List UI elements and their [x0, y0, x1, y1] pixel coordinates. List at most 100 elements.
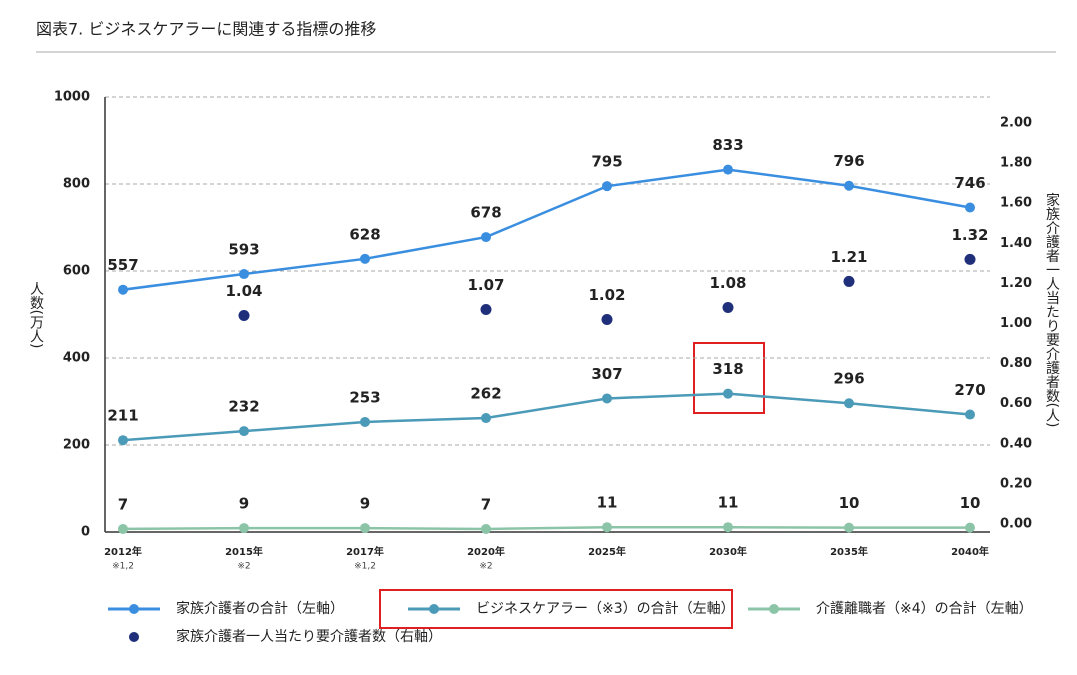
data-point — [965, 202, 975, 213]
data-point — [844, 398, 854, 409]
y2-tick-label: 1.40 — [1000, 236, 1032, 251]
legend-swatch — [129, 604, 139, 614]
data-label: 232 — [228, 398, 259, 416]
data-point — [239, 269, 249, 280]
legend-label: ビジネスケアラー（※3）の合計（左軸） — [476, 601, 735, 617]
x-tick-note: ※2 — [479, 562, 492, 572]
data-point — [481, 523, 491, 534]
data-label: 1.04 — [225, 282, 262, 300]
data-label: 678 — [470, 204, 501, 222]
legend-label: 家族介護者の合計（左軸） — [176, 600, 344, 617]
data-label: 1.08 — [709, 274, 746, 292]
data-point — [118, 523, 128, 534]
data-point — [118, 284, 128, 295]
legend-highlight-box — [379, 589, 733, 629]
data-label: 11 — [597, 494, 618, 512]
data-label: 253 — [349, 388, 380, 406]
data-label: 10 — [839, 494, 860, 512]
y2-axis-label: 家族介護者一人当たり要介護者数(人) — [1044, 192, 1060, 428]
data-point — [965, 522, 975, 533]
data-label: 9 — [239, 495, 249, 513]
y-tick-label: 400 — [63, 351, 90, 366]
data-label: 1.32 — [951, 226, 988, 244]
data-label: 9 — [360, 495, 370, 513]
y2-tick-label: 0.80 — [1000, 356, 1032, 371]
y-tick-label: 0 — [81, 525, 90, 540]
data-label: 593 — [228, 241, 259, 259]
data-point — [602, 522, 612, 533]
x-tick-label: 2040年 — [951, 545, 989, 558]
data-label: 296 — [833, 370, 864, 388]
data-point — [481, 232, 491, 243]
data-point — [722, 301, 734, 313]
data-label: 833 — [712, 136, 743, 154]
data-point — [723, 388, 733, 399]
legend-swatch — [769, 604, 779, 614]
data-label: 628 — [349, 225, 380, 243]
data-point — [480, 303, 492, 315]
x-tick-label: 2015年 — [225, 545, 263, 558]
data-point — [239, 426, 249, 437]
data-point — [602, 393, 612, 404]
legend-swatch — [429, 604, 439, 614]
data-point — [965, 409, 975, 420]
data-label: 746 — [954, 174, 985, 192]
y2-tick-label: 0.00 — [1000, 516, 1032, 531]
y2-tick-label: 2.00 — [1000, 116, 1032, 131]
data-point — [360, 253, 370, 264]
y-tick-label: 800 — [63, 177, 90, 192]
y2-tick-label: 0.20 — [1000, 476, 1032, 491]
x-tick-note: ※1,2 — [354, 562, 376, 572]
data-point — [723, 522, 733, 533]
data-point — [238, 310, 250, 322]
data-point — [360, 416, 370, 427]
x-tick-label: 2025年 — [588, 545, 626, 558]
data-point — [964, 253, 976, 265]
data-label: 795 — [591, 153, 622, 171]
x-tick-label: 2020年 — [467, 545, 505, 558]
y-tick-label: 1000 — [54, 90, 90, 105]
x-tick-note: ※2 — [237, 562, 250, 572]
data-label: 1.21 — [830, 248, 867, 266]
data-label: 7 — [481, 495, 491, 513]
data-label: 796 — [833, 152, 864, 170]
series-line — [122, 168, 971, 291]
x-tick-note: ※1,2 — [112, 562, 134, 572]
x-tick-label: 2017年 — [346, 545, 384, 558]
chart-title: 図表7. ビジネスケアラーに関連する指標の推移 — [36, 20, 376, 39]
y2-tick-label: 1.60 — [1000, 196, 1032, 211]
y-tick-label: 600 — [63, 264, 90, 279]
data-label: 1.02 — [588, 286, 625, 304]
data-point — [723, 164, 733, 175]
data-point — [844, 522, 854, 533]
data-label: 7 — [118, 495, 128, 513]
data-label: 11 — [718, 494, 739, 512]
legend-label: 介護離職者（※4）の合計（左軸） — [816, 600, 1033, 617]
y2-tick-label: 1.00 — [1000, 316, 1032, 331]
legend-label: 家族介護者一人当たり要介護者数（右軸） — [176, 628, 442, 645]
legend-swatch — [129, 632, 139, 642]
y-axis-label: 人数(万人) — [28, 282, 44, 349]
x-tick-label: 2035年 — [830, 545, 868, 558]
y-tick-label: 200 — [63, 438, 90, 453]
data-point — [481, 413, 491, 424]
data-point — [602, 181, 612, 192]
data-label: 270 — [954, 381, 985, 399]
data-label: 211 — [107, 407, 138, 425]
series-line — [122, 525, 970, 531]
data-label: 10 — [960, 494, 981, 512]
data-label: 262 — [470, 385, 501, 403]
data-label: 557 — [107, 256, 138, 274]
y2-tick-label: 0.60 — [1000, 396, 1032, 411]
data-point — [844, 180, 854, 191]
data-point — [239, 523, 249, 534]
data-label: 1.07 — [467, 276, 504, 294]
data-point — [601, 314, 613, 326]
y2-tick-label: 1.20 — [1000, 276, 1032, 291]
y2-tick-label: 1.80 — [1000, 156, 1032, 171]
data-label: 318 — [712, 360, 743, 378]
series-line — [122, 392, 971, 442]
data-point — [360, 523, 370, 534]
x-tick-label: 2030年 — [709, 545, 747, 558]
